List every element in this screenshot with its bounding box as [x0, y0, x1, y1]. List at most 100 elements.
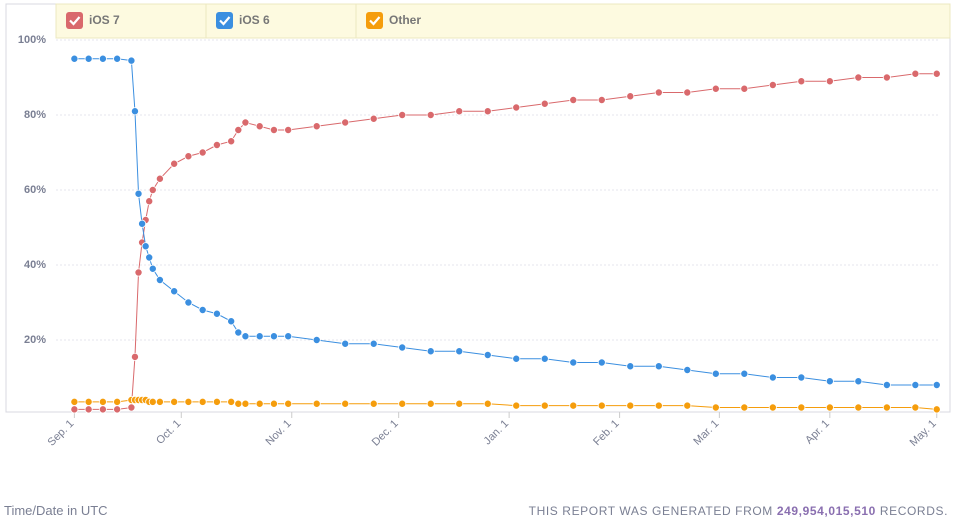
- data-point: [98, 54, 107, 63]
- check-mark: [219, 16, 231, 26]
- plot-frame: [5, 3, 951, 413]
- data-point: [597, 401, 606, 410]
- legend-bar: [55, 3, 951, 39]
- data-point: [569, 358, 578, 367]
- x-tick-label: Oct. 1: [154, 418, 183, 447]
- data-point: [768, 403, 777, 412]
- data-point: [312, 399, 321, 408]
- data-point: [626, 92, 635, 101]
- data-point: [312, 335, 321, 344]
- x-tick-label: Jan. 1: [482, 418, 512, 448]
- legend-checkbox[interactable]: [366, 12, 383, 29]
- data-point: [854, 73, 863, 82]
- data-point: [241, 399, 250, 408]
- data-point: [227, 397, 236, 406]
- data-point: [854, 377, 863, 386]
- data-point: [911, 403, 920, 412]
- data-point: [398, 399, 407, 408]
- data-point: [134, 268, 143, 277]
- data-point: [626, 401, 635, 410]
- data-point: [341, 118, 350, 127]
- data-point: [398, 343, 407, 352]
- data-point: [882, 380, 891, 389]
- y-tick-label: 20%: [24, 334, 46, 346]
- data-point: [512, 103, 521, 112]
- data-point: [255, 332, 264, 341]
- data-point: [540, 99, 549, 108]
- legend-checkbox[interactable]: [66, 12, 83, 29]
- footnote: THIS REPORT WAS GENERATED FROM 249,954,0…: [529, 504, 948, 518]
- data-point: [241, 118, 250, 127]
- data-point: [911, 380, 920, 389]
- data-point: [113, 54, 122, 63]
- data-point: [170, 287, 179, 296]
- x-tick-label: Nov. 1: [263, 418, 293, 448]
- data-point: [284, 126, 293, 135]
- data-point: [184, 397, 193, 406]
- data-point: [882, 403, 891, 412]
- data-point: [797, 77, 806, 86]
- data-point: [932, 69, 941, 78]
- data-point: [854, 403, 863, 412]
- data-point: [212, 140, 221, 149]
- data-point: [155, 174, 164, 183]
- data-point: [234, 126, 243, 135]
- data-point: [84, 54, 93, 63]
- data-point: [512, 401, 521, 410]
- data-point: [98, 405, 107, 414]
- data-point: [426, 111, 435, 120]
- data-point: [148, 185, 157, 194]
- data-point: [212, 397, 221, 406]
- data-point: [84, 405, 93, 414]
- data-point: [825, 403, 834, 412]
- data-point: [98, 397, 107, 406]
- record-count: 249,954,015,510: [777, 504, 876, 518]
- data-point: [184, 152, 193, 161]
- data-point: [312, 122, 321, 131]
- data-point: [825, 377, 834, 386]
- data-point: [127, 403, 136, 412]
- data-point: [184, 298, 193, 307]
- legend-label: iOS 6: [239, 13, 270, 27]
- data-point: [130, 352, 139, 361]
- data-point: [711, 369, 720, 378]
- data-point: [130, 107, 139, 116]
- y-tick-label: 100%: [18, 34, 46, 46]
- data-point: [654, 88, 663, 97]
- data-point: [170, 159, 179, 168]
- data-point: [369, 339, 378, 348]
- data-point: [212, 309, 221, 318]
- y-tick-label: 80%: [24, 109, 46, 121]
- footnote-suffix: RECORDS.: [880, 504, 948, 518]
- legend-checkbox[interactable]: [216, 12, 233, 29]
- data-point: [70, 405, 79, 414]
- data-point: [825, 77, 834, 86]
- y-tick-label: 60%: [24, 184, 46, 196]
- legend-label: iOS 7: [89, 13, 120, 27]
- data-point: [398, 111, 407, 120]
- data-point: [455, 347, 464, 356]
- data-point: [255, 122, 264, 131]
- data-point: [882, 73, 891, 82]
- legend-label: Other: [389, 13, 421, 27]
- data-point: [768, 81, 777, 90]
- check-mark: [69, 16, 81, 26]
- data-point: [540, 354, 549, 363]
- data-point: [284, 399, 293, 408]
- data-point: [654, 401, 663, 410]
- data-point: [483, 399, 492, 408]
- data-point: [569, 96, 578, 105]
- data-point: [138, 219, 147, 228]
- x-tick-label: May. 1: [908, 418, 939, 449]
- data-point: [455, 107, 464, 116]
- data-point: [455, 399, 464, 408]
- x-tick-label: Mar. 1: [691, 418, 721, 448]
- data-point: [84, 397, 93, 406]
- data-point: [255, 399, 264, 408]
- data-point: [711, 84, 720, 93]
- check-mark: [369, 16, 381, 26]
- data-point: [145, 253, 154, 262]
- data-point: [540, 401, 549, 410]
- data-point: [683, 88, 692, 97]
- data-point: [170, 397, 179, 406]
